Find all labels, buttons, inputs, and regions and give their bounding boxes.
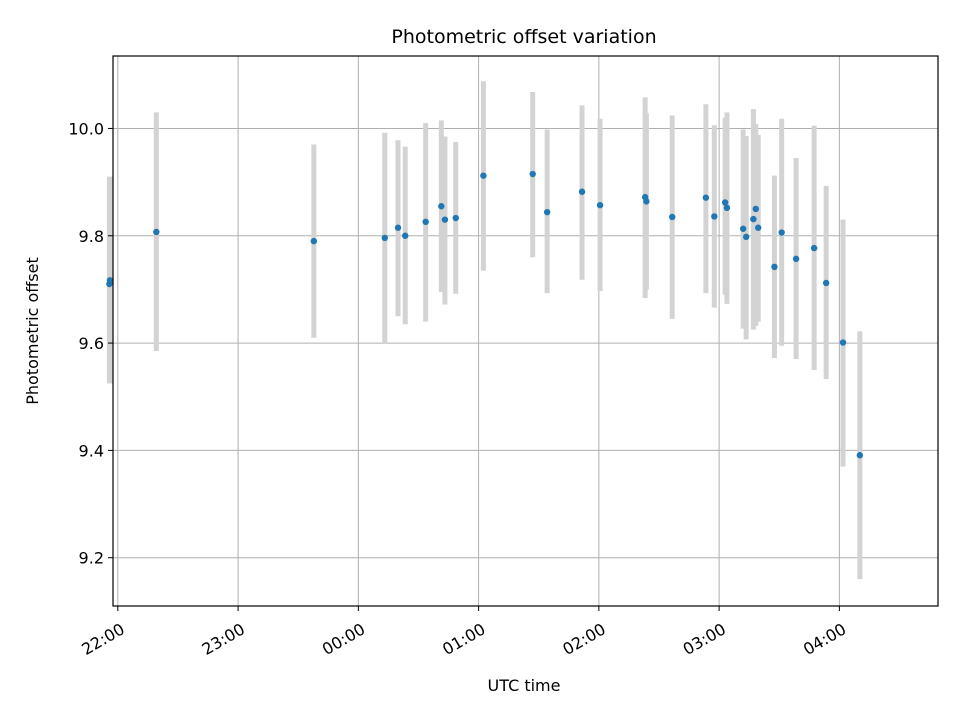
gridlines [113,56,938,606]
data-point [750,215,757,223]
y-tick-label: 9.4 [79,441,104,460]
data-point [106,277,114,284]
data-point [742,233,750,241]
data-point [596,201,604,209]
data-point [402,232,409,239]
data-point [381,234,388,242]
data-point [578,188,586,195]
data-point [422,218,429,226]
data-point [529,170,536,178]
data-point [721,199,729,206]
data-point [810,244,818,252]
data-point [153,228,160,236]
data-point [702,194,710,201]
data-point [441,216,449,223]
data-point [839,339,847,346]
y-axis-ticks: 9.2 9.4 9.6 9.8 10.0 [68,119,113,568]
data-point [755,224,762,231]
data-point [452,214,459,222]
data-point [643,198,650,205]
data-point [669,213,676,221]
data-point [438,203,445,210]
plot-frame [112,55,939,607]
y-tick-label: 9.2 [79,549,104,568]
data-point [723,204,731,212]
data-point [739,225,747,232]
data-points [106,170,864,459]
data-point [752,205,760,213]
data-point [394,224,402,231]
data-point [480,172,487,179]
data-point [778,229,785,236]
data-point [822,279,830,287]
data-point [711,213,718,220]
data-point [310,237,318,245]
data-point [543,208,551,216]
y-tick-label: 9.6 [79,334,104,353]
data-point [792,255,800,263]
x-axis-label: UTC time [488,676,561,695]
data-point [771,263,778,271]
y-axis-label: Photometric offset [23,257,42,405]
y-tick-label: 10.0 [68,119,104,138]
chart-title: Photometric offset variation [391,26,656,48]
y-tick-label: 9.8 [79,227,104,246]
data-point [856,452,864,459]
